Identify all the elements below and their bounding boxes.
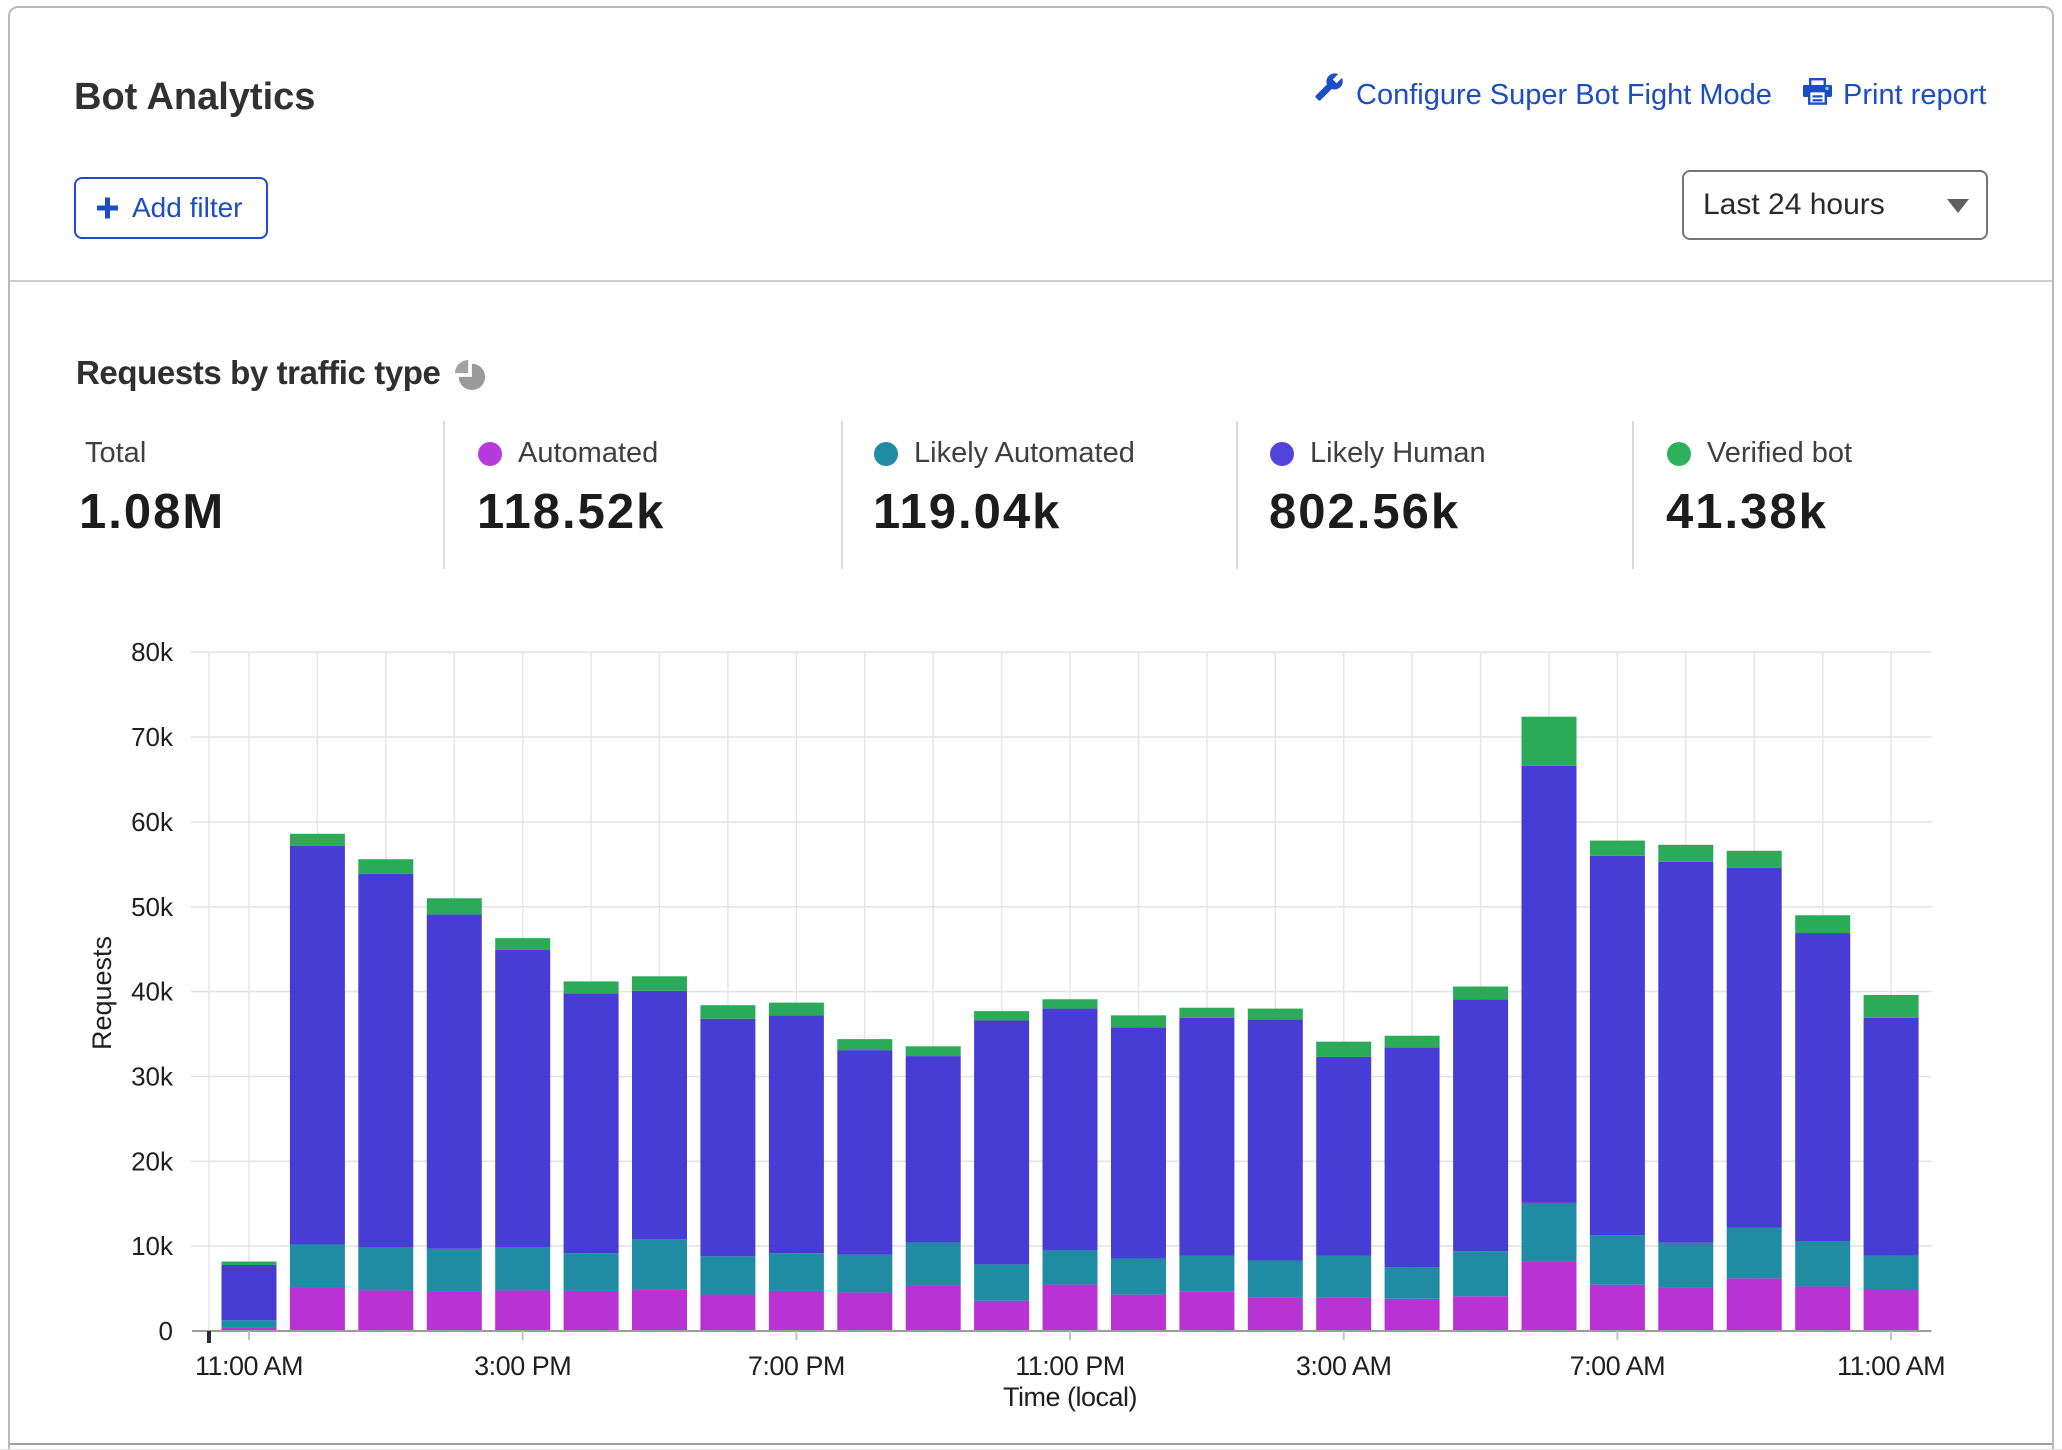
svg-text:20k: 20k [131, 1146, 174, 1176]
svg-text:60k: 60k [131, 807, 174, 837]
svg-text:Requests: Requests [87, 936, 117, 1050]
svg-text:40k: 40k [131, 977, 174, 1007]
svg-text:11:00 AM: 11:00 AM [1837, 1351, 1945, 1381]
svg-text:3:00 PM: 3:00 PM [474, 1351, 571, 1381]
svg-text:50k: 50k [131, 892, 174, 922]
svg-text:11:00 PM: 11:00 PM [1015, 1351, 1125, 1381]
svg-text:10k: 10k [131, 1231, 174, 1261]
svg-text:30k: 30k [131, 1062, 174, 1092]
svg-text:70k: 70k [131, 722, 174, 752]
svg-text:3:00 AM: 3:00 AM [1296, 1351, 1392, 1381]
svg-text:0: 0 [159, 1316, 173, 1346]
svg-text:11:00 AM: 11:00 AM [195, 1351, 303, 1381]
svg-text:7:00 PM: 7:00 PM [748, 1351, 845, 1381]
svg-text:Time (local): Time (local) [1003, 1382, 1137, 1412]
svg-text:7:00 AM: 7:00 AM [1570, 1351, 1666, 1381]
svg-text:80k: 80k [131, 637, 174, 667]
